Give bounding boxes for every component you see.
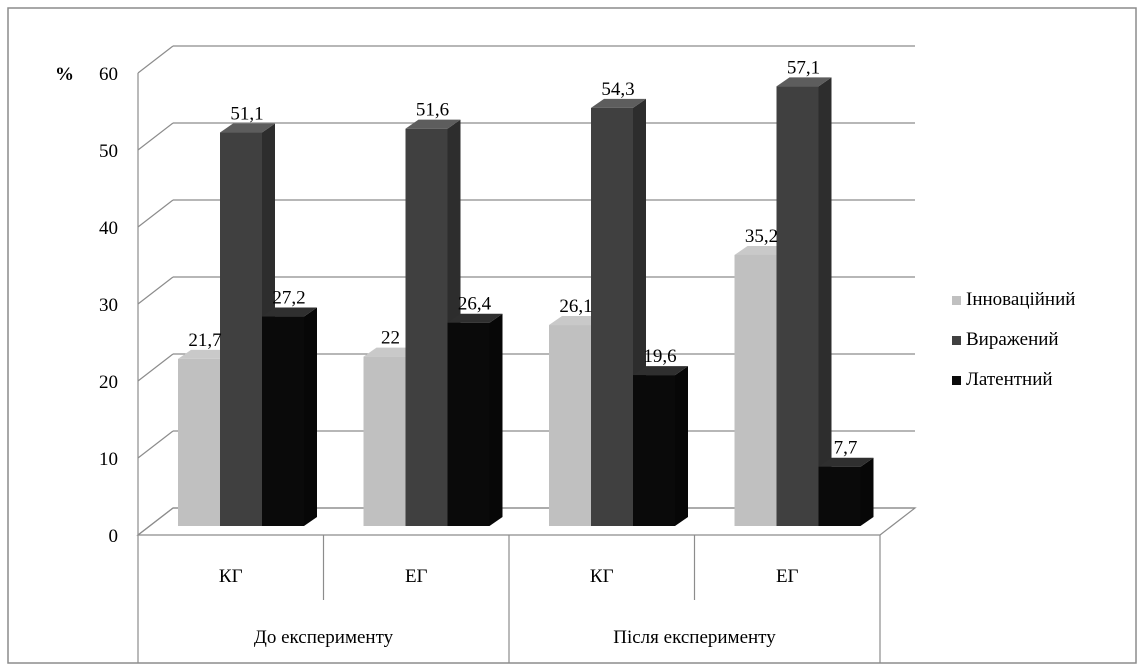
bar — [363, 356, 406, 526]
bar-side — [304, 307, 317, 526]
bar — [405, 128, 448, 526]
y-tick-label: 0 — [109, 526, 119, 547]
y-tick-label: 20 — [99, 372, 118, 393]
bar — [262, 316, 304, 526]
data-label: 35,2 — [745, 226, 778, 247]
data-label: 19,6 — [643, 346, 676, 367]
legend-entry: Інноваційний — [966, 289, 1075, 310]
side-grid-3 — [137, 276, 174, 305]
side-grid-5 — [137, 122, 174, 151]
y-tick-label: 10 — [99, 449, 118, 470]
bar — [776, 86, 819, 526]
legend-swatch — [952, 336, 961, 345]
category-layer: КГ ЕГ КГ ЕГ До експерименту Після експеримент… — [137, 535, 881, 663]
chart-floor — [136, 507, 917, 536]
bar-side — [675, 366, 688, 526]
data-label: 51,1 — [230, 104, 263, 125]
data-label: 27,2 — [272, 288, 305, 309]
bar — [549, 325, 591, 526]
bar-top — [220, 123, 275, 133]
legend-entry: Латентний — [966, 369, 1053, 390]
y-tick-label: 50 — [99, 141, 118, 162]
bar-side — [818, 77, 832, 526]
data-label: 26,1 — [559, 296, 592, 317]
bar — [734, 254, 777, 526]
side-grid-4 — [137, 199, 174, 228]
legend-swatch — [952, 376, 961, 385]
side-grid-6 — [137, 45, 174, 74]
labels-layer: 21,7 22 26,1 35,2 51,1 51,6 54,3 57,1 27,2 26,4 19… — [188, 57, 857, 458]
bar-top — [591, 98, 646, 108]
data-label: 22 — [381, 328, 400, 349]
legend: Інноваційний Виражений Латентний — [952, 289, 1075, 390]
y-tick-label: 40 — [99, 218, 118, 239]
bar-side — [489, 313, 503, 526]
bar — [633, 375, 675, 526]
x-tick-label: КГ — [590, 566, 614, 587]
bar-top — [363, 347, 419, 357]
bar-top — [776, 77, 832, 87]
bar-top — [734, 245, 790, 255]
bar-side — [860, 457, 874, 526]
bar — [220, 132, 262, 526]
y-axis-label: % — [55, 64, 74, 85]
side-grid-2 — [137, 353, 174, 382]
side-grid-1 — [137, 430, 174, 459]
legend-swatch — [952, 296, 961, 305]
group-label: Після експерименту — [613, 627, 776, 648]
x-tick-label: КГ — [219, 566, 243, 587]
data-label: 21,7 — [188, 330, 221, 351]
x-tick-label: ЕГ — [776, 566, 799, 587]
data-label: 26,4 — [458, 294, 492, 315]
data-label: 57,1 — [787, 57, 820, 78]
data-label: 51,6 — [416, 100, 449, 121]
bar — [178, 358, 220, 526]
bar — [818, 466, 861, 526]
data-label: 7,7 — [834, 438, 858, 459]
bars-layer — [178, 77, 874, 527]
bar-top — [405, 119, 461, 129]
data-label: 54,3 — [601, 79, 634, 100]
x-tick-label: ЕГ — [405, 566, 428, 587]
bar-top — [818, 457, 874, 467]
bar-top — [549, 316, 604, 326]
bar — [591, 107, 633, 526]
y-tick-label: 30 — [99, 295, 118, 316]
group-label: До експерименту — [254, 627, 394, 648]
bar — [447, 322, 490, 526]
legend-entry: Виражений — [966, 329, 1059, 350]
y-tick-label: 60 — [99, 64, 118, 85]
bar-top — [633, 366, 688, 376]
bar-top — [178, 349, 233, 359]
bar-top — [262, 307, 317, 317]
bar-top — [447, 313, 503, 323]
